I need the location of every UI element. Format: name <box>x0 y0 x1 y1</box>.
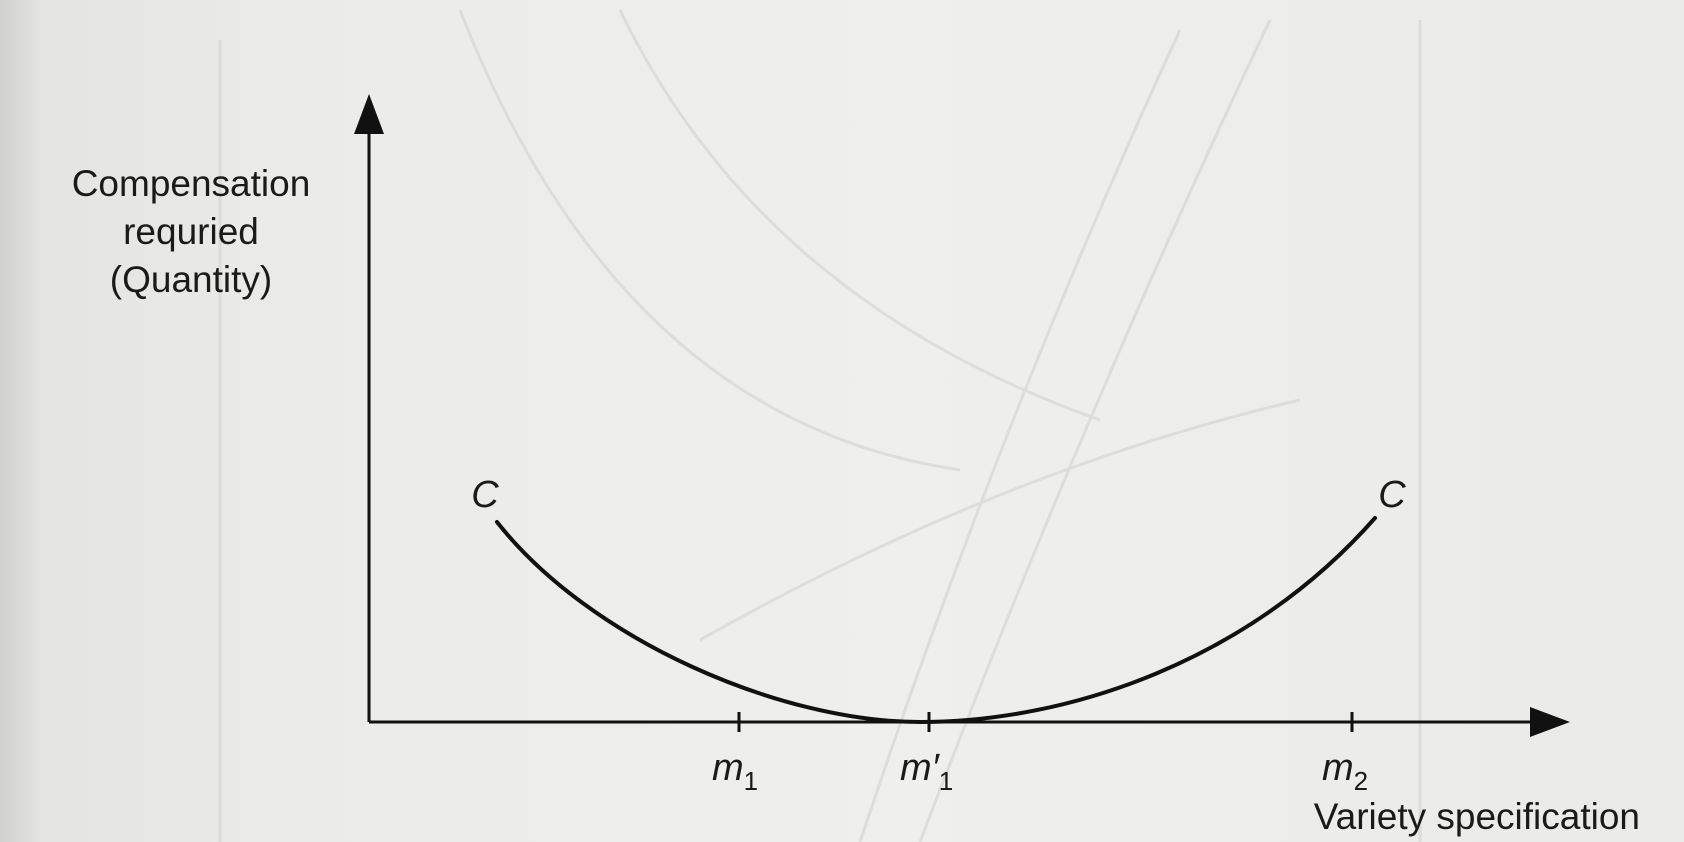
tick-label-m1: m1 <box>712 747 758 796</box>
x-axis-title: Variety specification <box>1314 796 1640 837</box>
x-axis-arrowhead <box>1530 707 1570 737</box>
y-axis-title-line-1: Compensation <box>72 163 311 204</box>
compensation-curve <box>495 516 1377 725</box>
tick-label-m1-prime: m′1 <box>900 747 953 796</box>
paper-show-through <box>218 9 1422 842</box>
curve-label-left: C <box>471 474 499 516</box>
y-axis-title-line-2: requried <box>123 211 259 252</box>
curve-label-right: C <box>1378 474 1406 516</box>
y-axis <box>354 94 384 722</box>
y-axis-title-line-3: (Quantity) <box>110 259 272 300</box>
tick-label-m2: m2 <box>1322 747 1368 796</box>
y-axis-arrowhead <box>354 94 384 134</box>
y-axis-title: Compensation requried (Quantity) <box>72 163 311 300</box>
